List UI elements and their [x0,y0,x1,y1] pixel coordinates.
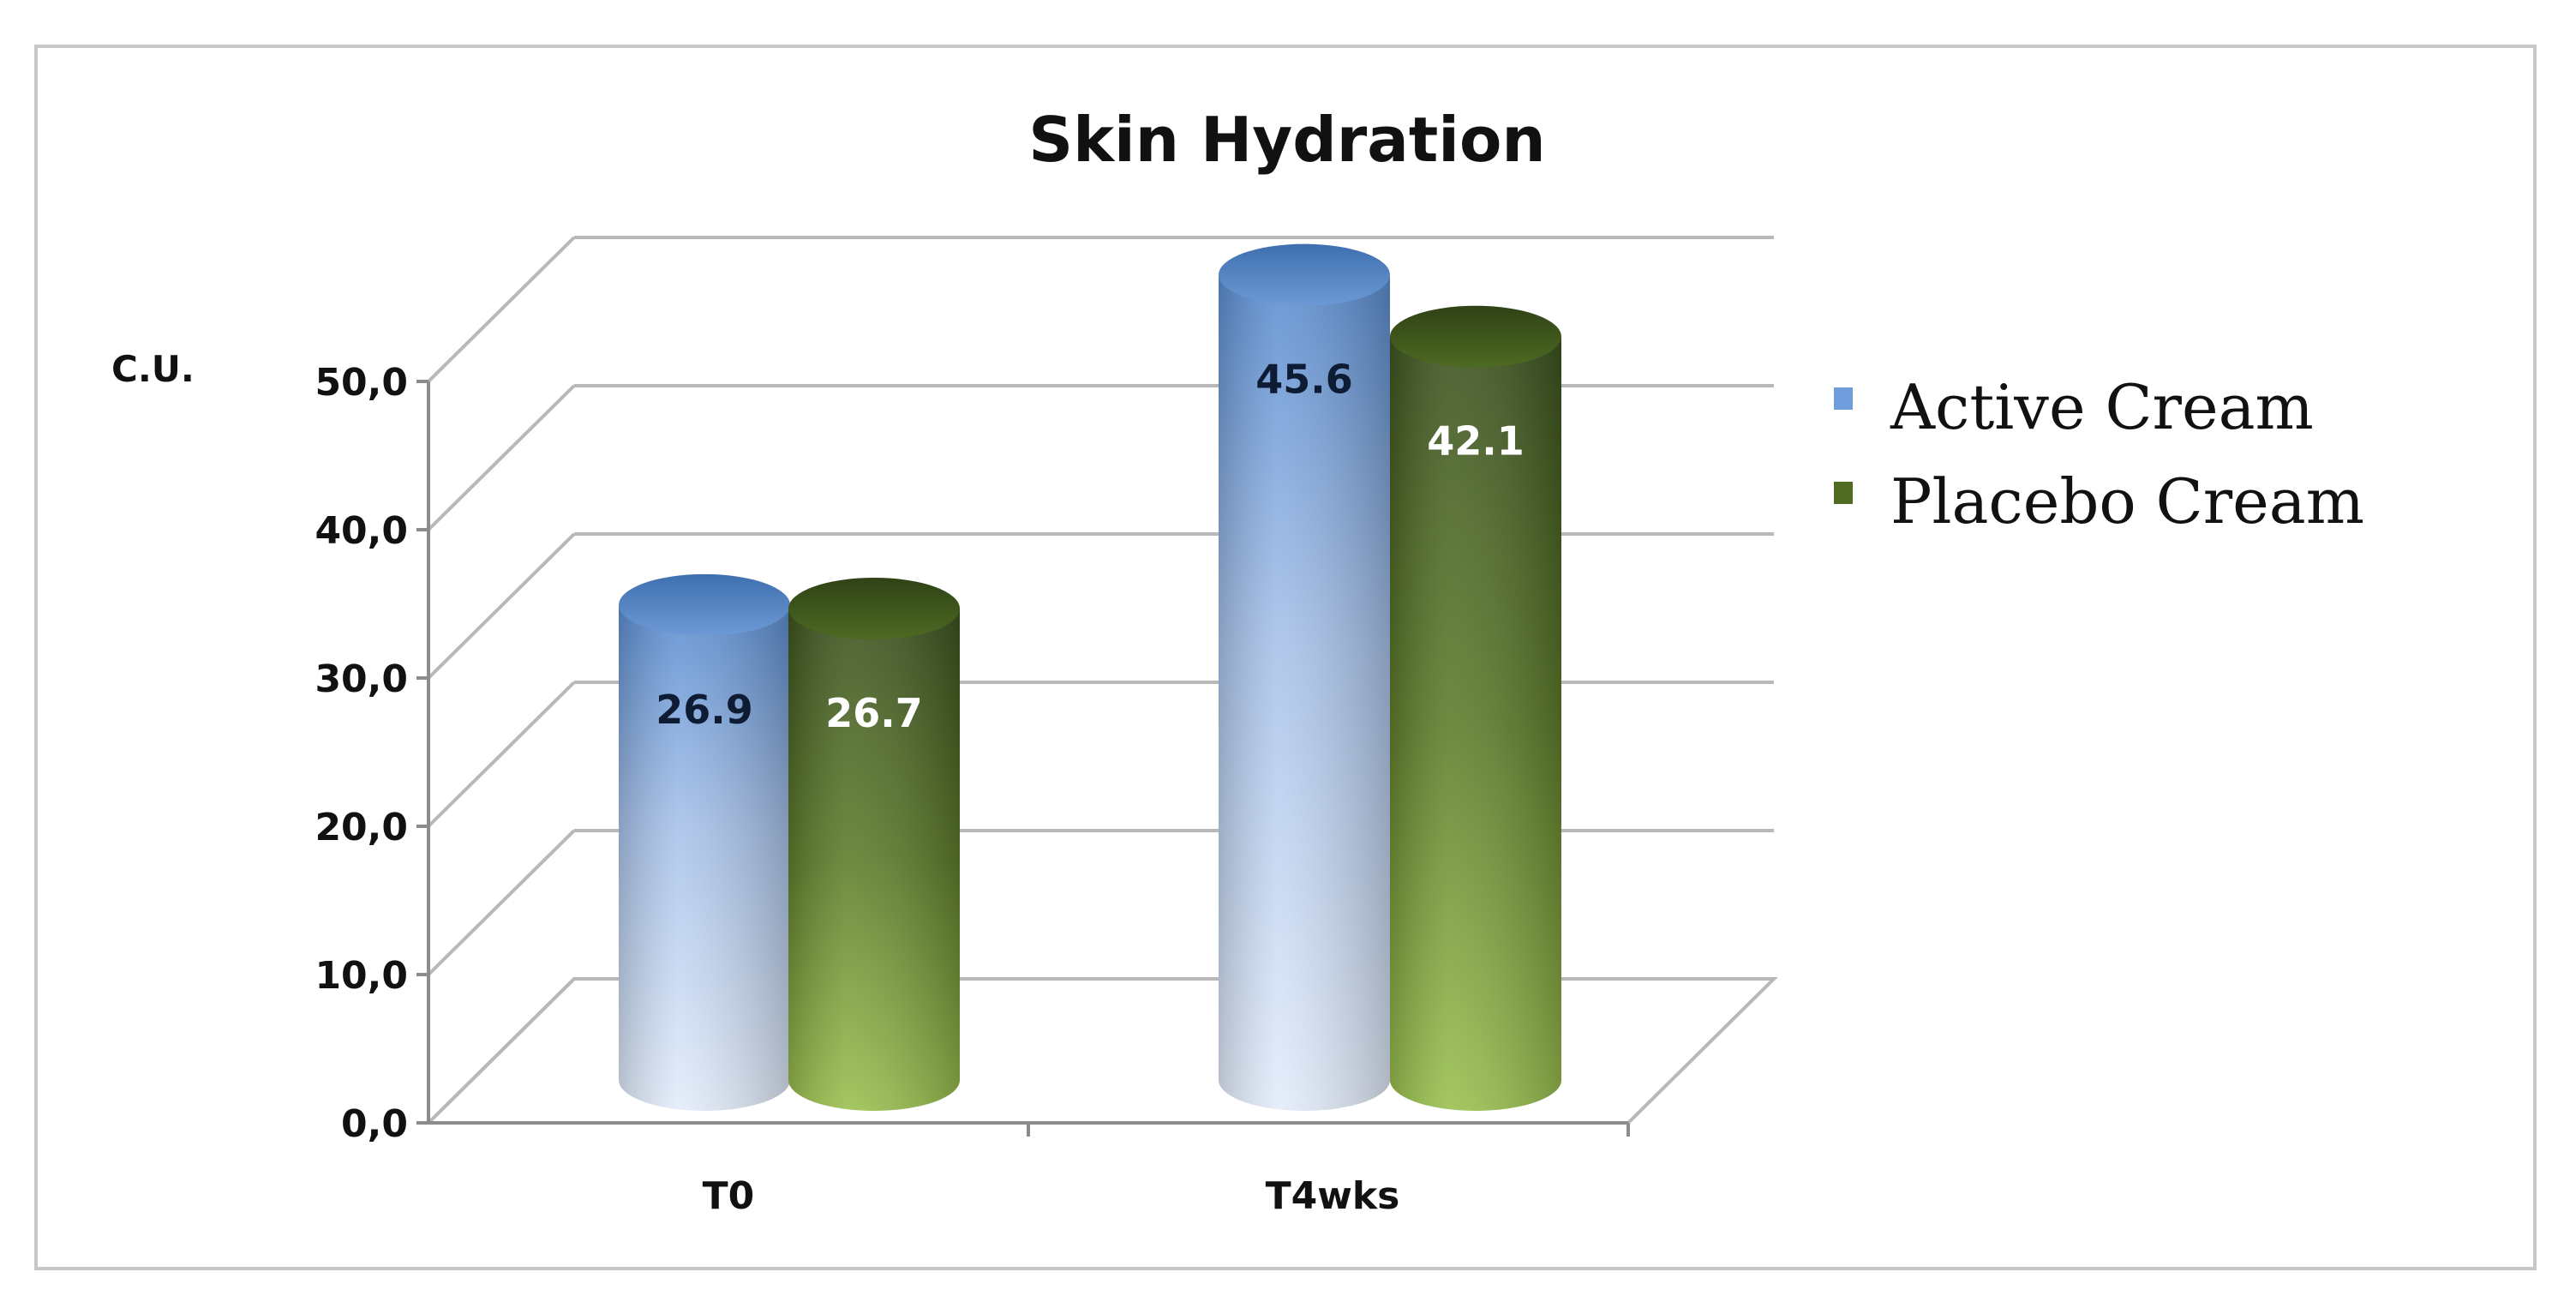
legend-swatch [1834,482,1853,504]
legend: Active Cream Placebo Cream [1834,371,2364,537]
y-tick-labels: 0,0 10,0 20,0 30,0 40,0 50,0 [315,361,408,1146]
axes [416,380,1630,1137]
bar-top [1219,243,1390,306]
data-label: 45.6 [1255,357,1353,403]
x-category-label: T0 [703,1174,755,1218]
legend-label: Active Cream [1890,371,2314,443]
bar-top [788,577,960,639]
y-tick-label: 50,0 [315,361,408,405]
gridline-side [427,384,576,531]
gridline-side [427,236,576,383]
data-label: 26.9 [656,687,753,733]
bar-placebo-t0: 26.7 [788,577,960,1111]
y-tick-label: 30,0 [315,657,408,701]
x-category-labels: T0 T4wks [703,1174,1400,1218]
gridline-side [427,532,576,680]
chart-title: Skin Hydration [1028,104,1545,176]
x-category-label: T4wks [1266,1174,1400,1218]
data-label: 26.7 [825,690,923,736]
bar-shading [1390,336,1561,1111]
bar-top [619,573,790,636]
legend-swatch [1834,387,1853,410]
bar-top [1390,305,1561,368]
bar-shading [619,604,790,1111]
legend-item-placebo: Placebo Cream [1834,465,2364,537]
gridline-side [427,681,576,828]
bar-shading [788,608,960,1111]
data-label: 42.1 [1427,418,1525,465]
gridline-side [427,829,576,976]
bar-placebo-t4wks: 42.1 [1390,305,1561,1111]
bar-active-t4wks: 45.6 [1219,243,1390,1111]
bars: 26.9 45.6 26.7 42.1 [619,243,1561,1111]
floor-outline [427,977,1778,1125]
y-tick-label: 10,0 [315,954,408,998]
y-axis-unit-label: C.U. [111,348,195,390]
y-tick-label: 20,0 [315,806,408,849]
legend-item-active: Active Cream [1834,371,2314,443]
legend-label: Placebo Cream [1890,465,2364,537]
y-tick-label: 40,0 [315,509,408,553]
bar-active-t0: 26.9 [619,573,790,1111]
bar-shading [1219,274,1390,1111]
y-tick-label: 0,0 [341,1102,408,1146]
